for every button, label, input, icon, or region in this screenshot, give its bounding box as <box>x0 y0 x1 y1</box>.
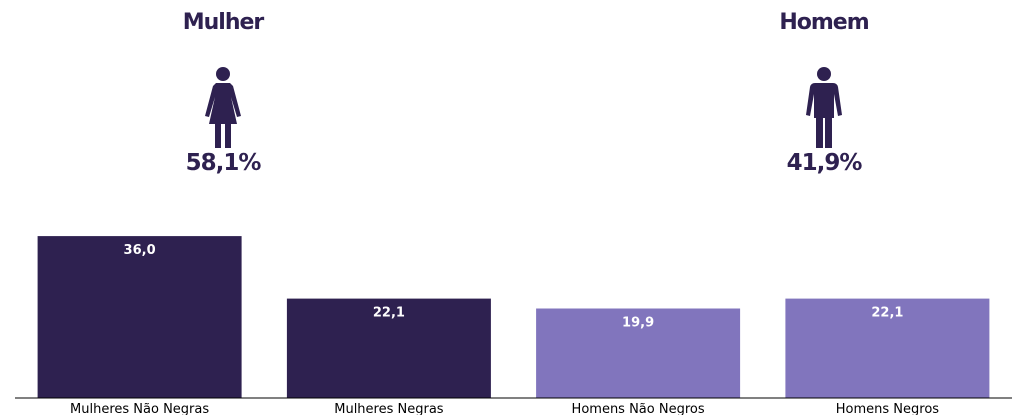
gender-percent-homem: 41,9% <box>786 150 863 176</box>
gender-title-homem: Homem <box>779 10 869 35</box>
woman-icon <box>205 67 241 148</box>
gender-percent-mulher: 58,1% <box>185 150 262 176</box>
category-label-2: Homens Não Negros <box>572 402 705 415</box>
category-label-0: Mulheres Não Negras <box>70 402 209 415</box>
man-icon <box>806 67 842 148</box>
bar-2 <box>536 308 741 398</box>
category-label-3: Homens Negros <box>836 402 940 415</box>
bar-0 <box>37 236 242 398</box>
gender-title-mulher: Mulher <box>182 10 265 35</box>
bar-1 <box>286 298 491 398</box>
category-label-1: Mulheres Negras <box>334 402 444 415</box>
bar-value-label-2: 19,9 <box>622 316 654 331</box>
bar-3 <box>785 298 990 398</box>
bar-value-label-1: 22,1 <box>373 306 405 321</box>
bar-value-label-0: 36,0 <box>124 243 156 258</box>
bar-value-label-3: 22,1 <box>871 306 903 321</box>
